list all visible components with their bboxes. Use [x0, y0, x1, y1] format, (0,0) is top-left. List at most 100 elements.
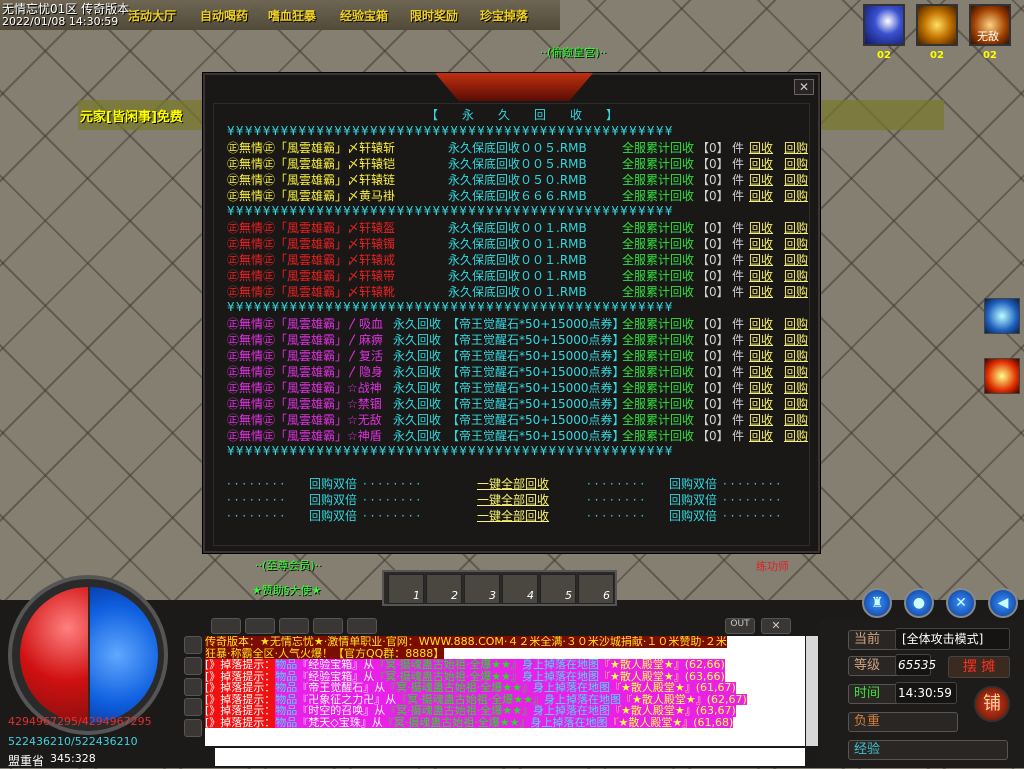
- close-button[interactable]: ✕: [794, 79, 814, 95]
- buyback-double-link[interactable]: 回购双倍: [669, 477, 718, 491]
- quick-slot[interactable]: 3: [464, 574, 500, 604]
- buyback-link[interactable]: 回购: [784, 413, 809, 427]
- recycle-link[interactable]: 回收: [749, 189, 774, 203]
- buyback-link[interactable]: 回购: [784, 157, 809, 171]
- menu-auto-potion[interactable]: 自动喝药: [200, 9, 249, 23]
- recycle-link[interactable]: 回收: [749, 429, 774, 443]
- menu-timed-reward[interactable]: 限时奖励: [410, 9, 459, 23]
- dots: · · · · · · · ·: [363, 509, 421, 523]
- buyback-link[interactable]: 回购: [784, 173, 809, 187]
- buyback-link[interactable]: 回购: [784, 333, 809, 347]
- recycle-type: 永久回收: [393, 333, 442, 347]
- recycle-link[interactable]: 回收: [749, 253, 774, 267]
- npc-title[interactable]: ··(偷窥皇宫)··: [540, 46, 607, 59]
- drop-line: [》掉落提示：物品『经验宝箱』从『冥·摄魂蛊古始祖·全爆★★』身上掉落在地图『★…: [205, 670, 805, 682]
- skill-lightning-icon[interactable]: [984, 298, 1020, 334]
- recycle-link[interactable]: 回收: [749, 413, 774, 427]
- voice-icon[interactable]: [184, 636, 202, 654]
- broadcast-icon[interactable]: [184, 719, 202, 737]
- npc-title[interactable]: ··(至尊会员)··: [255, 559, 322, 572]
- trade-icon[interactable]: [245, 618, 275, 634]
- total-count: 【0】: [697, 397, 729, 411]
- eye-icon[interactable]: [211, 618, 241, 634]
- emote-icon[interactable]: [184, 657, 202, 675]
- buyback-link[interactable]: 回购: [784, 237, 809, 251]
- recycle-link[interactable]: 回收: [749, 397, 774, 411]
- recycle-row: ㊣無情㊣「風雲雄霸」☆战神 永久回收 【帝王觉醒石*50+15000点券】 全服累计回…: [227, 380, 812, 396]
- menu-activity-hall[interactable]: 活动大厅: [128, 9, 177, 23]
- quick-slot[interactable]: 5: [540, 574, 576, 604]
- heart-icon[interactable]: [184, 698, 202, 716]
- buyback-link[interactable]: 回购: [784, 253, 809, 267]
- recycle-link[interactable]: 回收: [749, 237, 774, 251]
- chat-scrollbar[interactable]: [806, 636, 818, 746]
- shield-buff-icon[interactable]: [863, 4, 905, 46]
- drop-word: 物品: [275, 716, 298, 728]
- count-unit: 件: [732, 349, 745, 363]
- buyback-double-link[interactable]: 回购双倍: [309, 509, 358, 523]
- recycle-link[interactable]: 回收: [749, 349, 774, 363]
- stall-button[interactable]: 摆 摊: [948, 656, 1010, 678]
- npc-name[interactable]: ★赞助§大使★: [252, 584, 322, 597]
- buyback-double-link[interactable]: 回购双倍: [669, 509, 718, 523]
- buyback-link[interactable]: 回购: [784, 365, 809, 379]
- recycle-row: ㊣無情㊣「風雲雄霸」〆轩辕斩 永久保底回收００５.RMB 全服累计回收 【0】件回收回…: [227, 140, 812, 156]
- group-icon[interactable]: [313, 618, 343, 634]
- character-icon[interactable]: ♜: [862, 588, 892, 618]
- buyback-link[interactable]: 回购: [784, 429, 809, 443]
- quick-slot[interactable]: 1: [388, 574, 424, 604]
- out-button[interactable]: OUT: [725, 618, 755, 634]
- recycle-link[interactable]: 回收: [749, 365, 774, 379]
- skill-fire-icon[interactable]: [984, 358, 1020, 394]
- dots: · · · · · · · ·: [363, 493, 421, 507]
- buyback-double-link[interactable]: 回购双倍: [669, 493, 718, 507]
- npc-trainer[interactable]: 练功师: [756, 560, 789, 573]
- buyback-link[interactable]: 回购: [784, 221, 809, 235]
- menu-exp-chest[interactable]: 经验宝箱: [340, 9, 389, 23]
- recycle-link[interactable]: 回收: [749, 173, 774, 187]
- recycle-link[interactable]: 回收: [749, 285, 774, 299]
- menu-berserk[interactable]: 嗜血狂暴: [268, 9, 317, 23]
- drop-mid: 身上掉落在地图: [530, 716, 608, 728]
- buyback-link[interactable]: 回购: [784, 285, 809, 299]
- attack-mode[interactable]: [全体攻击模式]: [895, 628, 1010, 650]
- recycle-all-link[interactable]: 一键全部回收: [477, 509, 550, 523]
- chat-input[interactable]: [215, 748, 805, 766]
- buyback-double-link[interactable]: 回购双倍: [309, 477, 358, 491]
- drop-line: [》掉落提示：物品『梵天◇宝珠』从『冥·摄魂蛊古始祖·全爆★★』身上掉落在地图『…: [205, 716, 805, 728]
- recycle-link[interactable]: 回收: [749, 221, 774, 235]
- buyback-link[interactable]: 回购: [784, 349, 809, 363]
- quick-slot[interactable]: 2: [426, 574, 462, 604]
- quick-slot[interactable]: 4: [502, 574, 538, 604]
- buyback-link[interactable]: 回购: [784, 317, 809, 331]
- recycle-link[interactable]: 回收: [749, 333, 774, 347]
- face-icon[interactable]: [184, 678, 202, 696]
- menu-treasure-drop[interactable]: 珍宝掉落: [480, 9, 529, 23]
- recycle-reward: 【帝王觉醒石*50+15000点券】: [447, 349, 625, 363]
- chat-close-button[interactable]: ✕: [761, 618, 791, 634]
- skills-icon[interactable]: ✕: [946, 588, 976, 618]
- recycle-link[interactable]: 回收: [749, 317, 774, 331]
- phone-icon[interactable]: [279, 618, 309, 634]
- recycle-link[interactable]: 回收: [749, 141, 774, 155]
- invincible-buff-icon[interactable]: 无敌: [969, 4, 1011, 46]
- buyback-link[interactable]: 回购: [784, 381, 809, 395]
- chat-log: 传奇版本：★无情忘忧★·激情单职业·官网：WWW.888.COM·４２米全满·３…: [205, 636, 805, 746]
- bag-icon[interactable]: ●: [904, 588, 934, 618]
- recycle-row: ㊣無情㊣「風雲雄霸」〳吸血 永久回收 【帝王觉醒石*50+15000点券】 全服累计回…: [227, 316, 812, 332]
- recycle-all-link[interactable]: 一键全部回收: [477, 493, 550, 507]
- gold-burst-buff-icon[interactable]: [916, 4, 958, 46]
- recycle-link[interactable]: 回收: [749, 157, 774, 171]
- buyback-link[interactable]: 回购: [784, 141, 809, 155]
- buyback-double-link[interactable]: 回购双倍: [309, 493, 358, 507]
- recycle-link[interactable]: 回收: [749, 381, 774, 395]
- buyback-link[interactable]: 回购: [784, 397, 809, 411]
- quick-slot[interactable]: 6: [578, 574, 614, 604]
- buyback-link[interactable]: 回购: [784, 269, 809, 283]
- chat-bubble-icon[interactable]: [347, 618, 377, 634]
- recycle-all-link[interactable]: 一键全部回收: [477, 477, 550, 491]
- megaphone-icon[interactable]: ◀: [988, 588, 1018, 618]
- shop-button[interactable]: 铺: [974, 686, 1010, 722]
- recycle-link[interactable]: 回收: [749, 269, 774, 283]
- buyback-link[interactable]: 回购: [784, 189, 809, 203]
